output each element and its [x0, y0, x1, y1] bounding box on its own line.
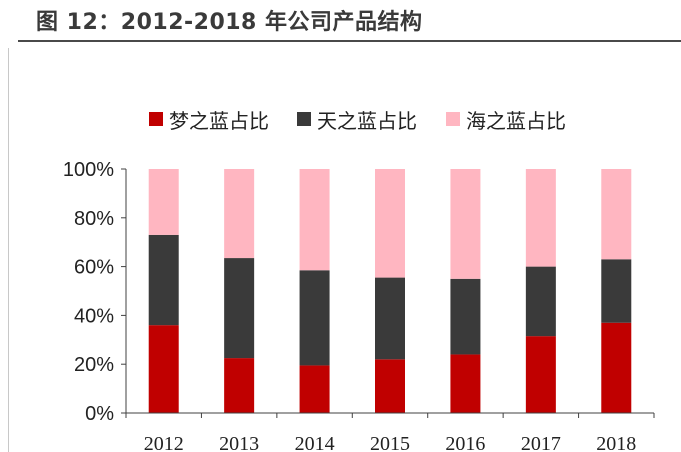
- y-tick-label: 100%: [63, 159, 114, 181]
- legend-swatch-mengzhilan: [149, 112, 163, 126]
- bar-segment-mengzhilan: [601, 322, 632, 413]
- bar-segment-mengzhilan: [224, 358, 255, 413]
- bar-segment-tianzhilan: [450, 278, 481, 355]
- bar-segment-tianzhilan: [299, 270, 330, 366]
- x-tick-label: 2018: [596, 433, 636, 452]
- bar-segment-mengzhilan: [375, 359, 405, 413]
- chart-legend: 梦之蓝占比 天之蓝占比 海之蓝占比: [0, 104, 681, 134]
- legend-label-haizhilan: 海之蓝占比: [466, 108, 566, 133]
- legend-swatch-haizhilan: [446, 112, 460, 126]
- y-tick-label: 80%: [74, 208, 114, 230]
- bar-segment-haizhilan: [450, 169, 481, 279]
- figure-header: 图 12：2012-2018 年公司产品结构: [0, 0, 681, 40]
- x-tick-label: 2014: [295, 433, 335, 452]
- figure-title: 图 12：2012-2018 年公司产品结构: [36, 10, 423, 35]
- legend-item-tianzhilan: 天之蓝占比: [297, 104, 417, 134]
- x-tick-label: 2013: [219, 433, 259, 452]
- bar-segment-tianzhilan: [525, 266, 556, 337]
- x-tick-label: 2015: [370, 433, 410, 452]
- bar-segment-haizhilan: [375, 169, 405, 278]
- bar-segment-tianzhilan: [148, 234, 179, 326]
- bar-segment-haizhilan: [525, 169, 556, 267]
- y-tick-label: 0%: [85, 403, 114, 425]
- bar-segment-haizhilan: [148, 169, 179, 235]
- y-tick-label: 60%: [74, 257, 114, 279]
- bar-segment-haizhilan: [601, 169, 632, 260]
- legend-item-mengzhilan: 梦之蓝占比: [149, 104, 269, 134]
- x-tick-label: 2012: [144, 433, 184, 452]
- bar-segment-haizhilan: [224, 169, 255, 259]
- x-tick-label: 2016: [445, 433, 485, 452]
- bar-segment-tianzhilan: [601, 259, 632, 323]
- bar-segment-mengzhilan: [148, 325, 179, 413]
- y-tick-label: 20%: [74, 354, 114, 376]
- bar-segment-mengzhilan: [525, 336, 556, 413]
- title-divider: [18, 40, 681, 42]
- bar-segment-tianzhilan: [375, 277, 405, 360]
- left-border-line: [8, 48, 9, 452]
- bar-segment-haizhilan: [299, 169, 330, 271]
- legend-label-mengzhilan: 梦之蓝占比: [169, 108, 269, 133]
- bar-segment-tianzhilan: [224, 258, 255, 359]
- legend-label-tianzhilan: 天之蓝占比: [317, 108, 417, 133]
- x-tick-label: 2017: [521, 433, 561, 452]
- legend-swatch-tianzhilan: [297, 112, 311, 126]
- bar-segment-mengzhilan: [450, 354, 481, 413]
- legend-item-haizhilan: 海之蓝占比: [446, 104, 566, 134]
- y-tick-label: 40%: [74, 305, 114, 327]
- bar-segment-mengzhilan: [299, 365, 330, 413]
